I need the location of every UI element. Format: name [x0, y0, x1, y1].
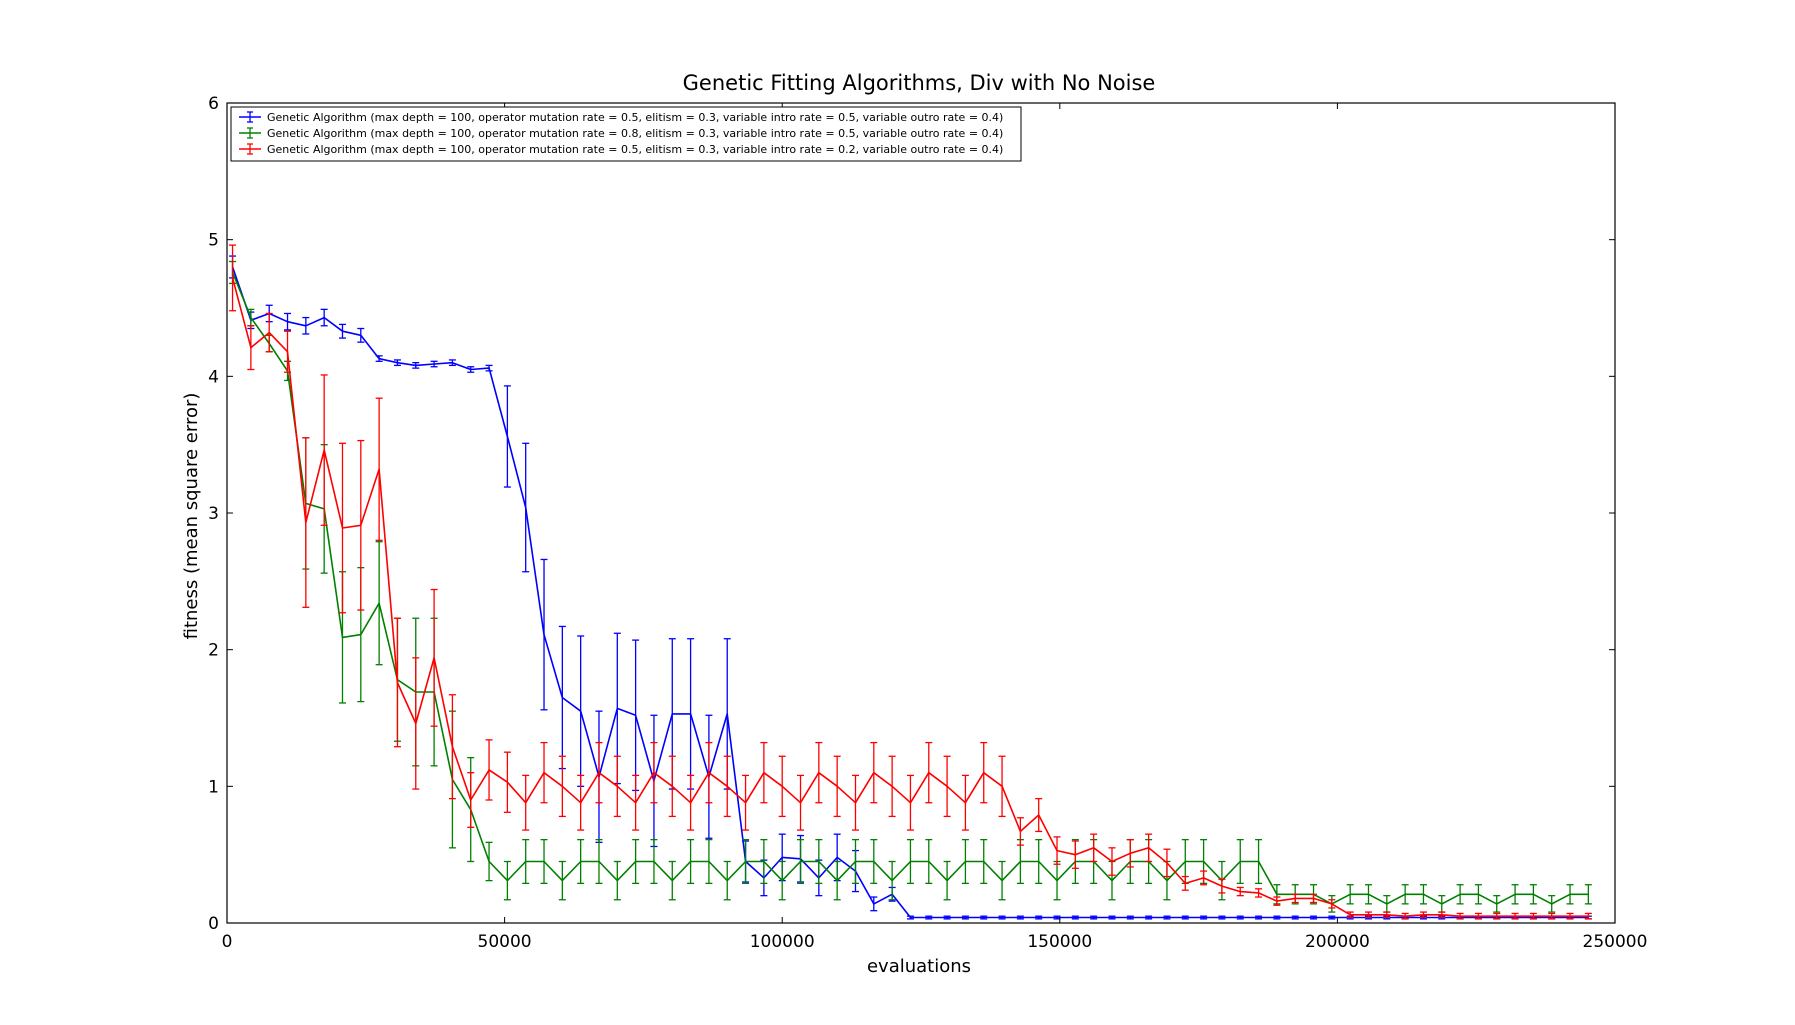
series-1 — [229, 255, 1592, 920]
x-tick-label: 250000 — [1583, 932, 1648, 952]
legend-label: Genetic Algorithm (max depth = 100, oper… — [267, 127, 1003, 140]
axis-ticks: 0 50000 100000 150000 200000 250000 0 1 2 3 4 5 6 — [208, 94, 1647, 952]
legend-entry: Genetic Algorithm (max depth = 100, oper… — [239, 127, 1003, 140]
legend-box — [230, 106, 1022, 162]
legend-entry: Genetic Algorithm (max depth = 100, oper… — [239, 143, 1003, 156]
plot-area — [229, 244, 1592, 920]
legend-label: Genetic Algorithm (max depth = 100, oper… — [267, 143, 1003, 156]
legend-entry: Genetic Algorithm (max depth = 100, oper… — [239, 111, 1003, 124]
series-3 — [229, 244, 1592, 920]
series-line — [231, 277, 1589, 918]
x-axis-label: evaluations — [867, 956, 971, 977]
y-tick-label: 1 — [208, 777, 219, 797]
series-line — [231, 266, 1589, 919]
legend-label: Genetic Algorithm (max depth = 100, oper… — [267, 111, 1003, 124]
legend: Genetic Algorithm (max depth = 100, oper… — [230, 106, 1022, 162]
x-tick-label: 0 — [222, 932, 233, 952]
y-tick-label: 3 — [208, 504, 219, 524]
y-tick-label: 5 — [208, 231, 219, 251]
y-tick-label: 0 — [208, 914, 219, 934]
x-tick-label: 200000 — [1305, 932, 1370, 952]
chart-title: Genetic Fitting Algorithms, Div with No … — [683, 71, 1156, 95]
y-axis-label: fitness (mean square error) — [181, 393, 202, 640]
x-tick-label: 150000 — [1027, 932, 1092, 952]
x-tick-label: 100000 — [750, 932, 815, 952]
y-tick-label: 6 — [208, 94, 219, 114]
y-tick-label: 2 — [208, 641, 219, 661]
plot-frame — [226, 102, 1616, 924]
series-line — [231, 272, 1589, 905]
y-tick-label: 4 — [208, 367, 219, 387]
x-tick-label: 50000 — [478, 932, 532, 952]
